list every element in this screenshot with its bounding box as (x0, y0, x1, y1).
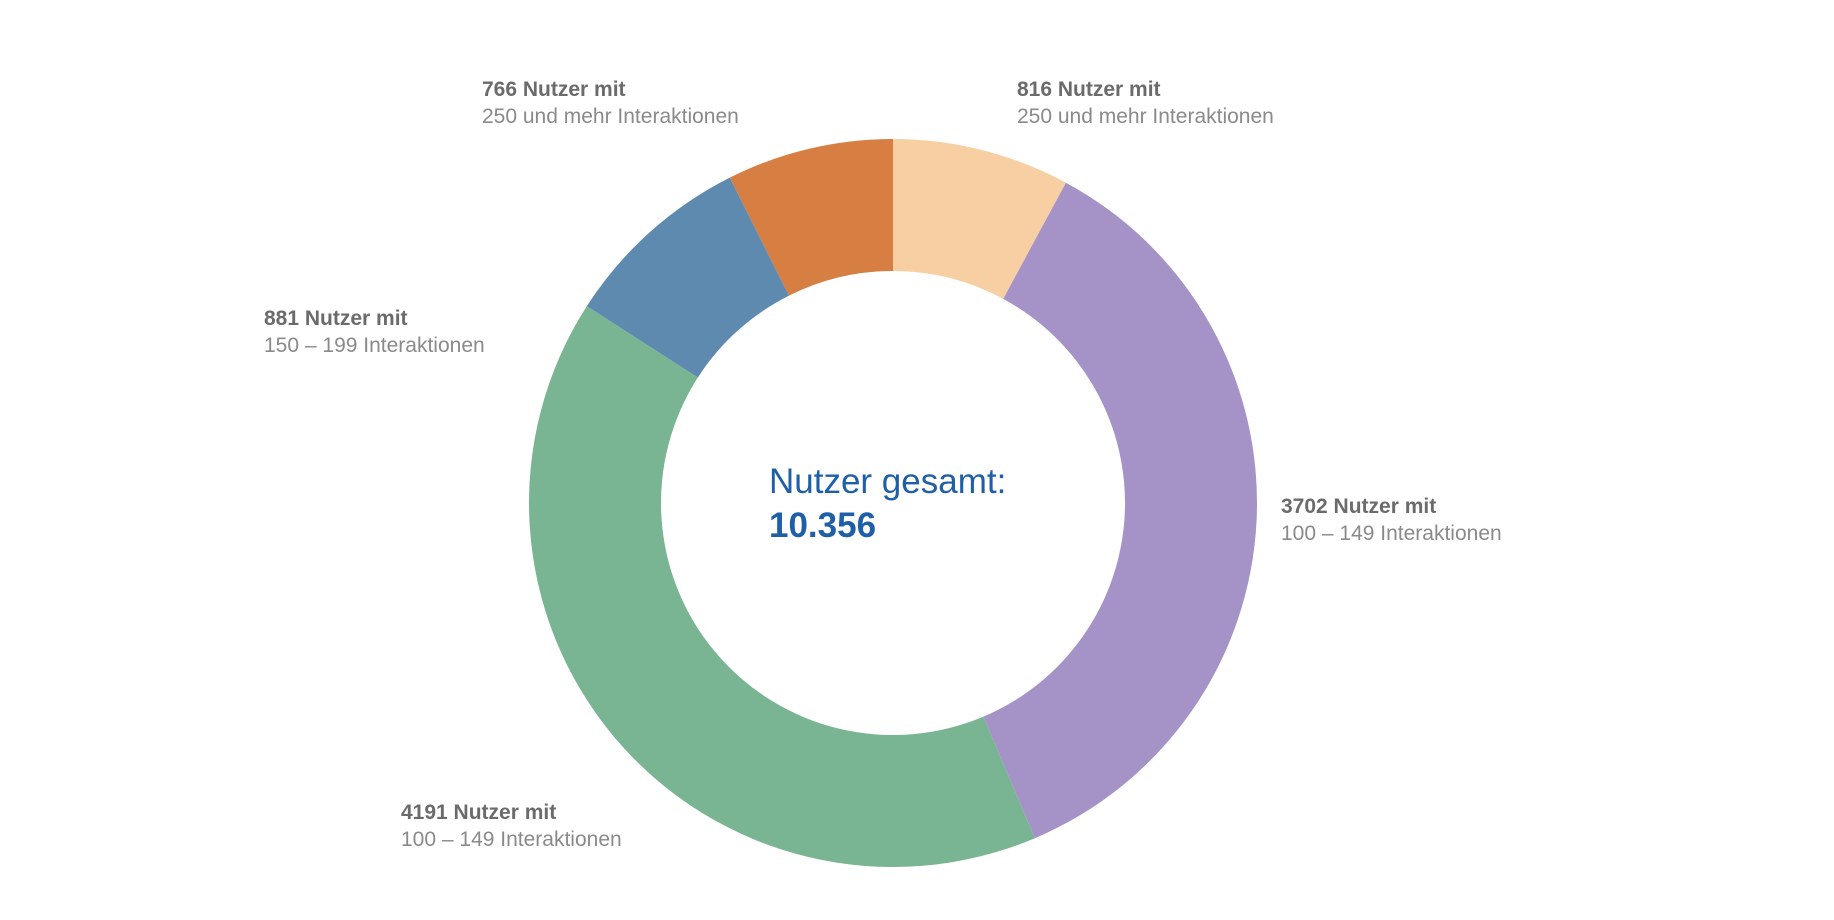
slice-desc: 100 – 149 Interaktionen (1281, 522, 1502, 545)
slice-count: 3702 Nutzer mit (1281, 495, 1437, 518)
slice-count: 766 Nutzer mit (482, 78, 626, 101)
slice-766 (729, 139, 893, 296)
slice-count: 881 Nutzer mit (264, 307, 408, 330)
slice-count: 4191 Nutzer mit (401, 801, 557, 824)
slice-label-3702: 3702 Nutzer mit 100 – 149 Interaktionen (1281, 493, 1502, 547)
slice-label-766: 766 Nutzer mit 250 und mehr Interaktione… (482, 76, 739, 130)
slice-desc: 100 – 149 Interaktionen (401, 828, 622, 851)
slice-desc: 250 und mehr Interaktionen (1017, 105, 1274, 128)
slice-4191 (529, 306, 1035, 867)
slice-881 (586, 177, 790, 378)
slice-816 (893, 139, 1066, 299)
total-value: 10.356 (769, 506, 877, 545)
slice-desc: 150 – 199 Interaktionen (264, 334, 485, 357)
slice-3702 (983, 182, 1257, 839)
slice-label-4191: 4191 Nutzer mit 100 – 149 Interaktionen (401, 799, 622, 853)
total-title: Nutzer gesamt: (769, 462, 1007, 501)
center-total-label: Nutzer gesamt: 10.356 (769, 460, 1006, 548)
slice-label-816: 816 Nutzer mit 250 und mehr Interaktione… (1017, 76, 1274, 130)
slice-desc: 250 und mehr Interaktionen (482, 105, 739, 128)
slice-label-881: 881 Nutzer mit 150 – 199 Interaktionen (264, 305, 485, 359)
slice-count: 816 Nutzer mit (1017, 78, 1161, 101)
